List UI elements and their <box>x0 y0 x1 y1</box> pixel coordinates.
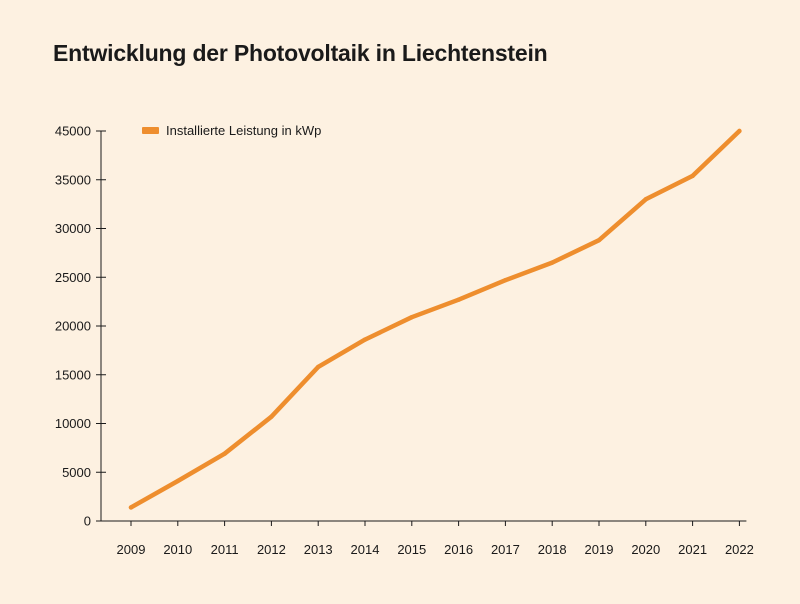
data-point <box>222 451 227 456</box>
chart-title: Entwicklung der Photovoltaik in Liechten… <box>53 40 548 66</box>
x-tick-label: 2014 <box>351 542 380 557</box>
x-tick-label: 2015 <box>397 542 426 557</box>
y-tick-label: 35000 <box>55 172 91 187</box>
x-axis: 2009 2010 2011 2012 2013 2014 2015 2016 2017 2018… <box>101 520 754 557</box>
x-tick-label: 2017 <box>491 542 520 557</box>
y-tick-label: 25000 <box>55 270 91 285</box>
y-tick-label: 30000 <box>55 221 91 236</box>
y-tick-label: 0 <box>84 514 91 529</box>
y-axis: 0 5000 10000 15000 20000 25000 30000 35000 45000 <box>55 124 106 529</box>
y-tick-label: 10000 <box>55 416 91 431</box>
x-tick-label: 2021 <box>678 542 707 557</box>
x-tick-label: 2011 <box>211 542 239 557</box>
data-point <box>690 173 695 179</box>
data-point <box>362 337 368 342</box>
data-point <box>596 238 602 243</box>
data-point <box>737 128 742 134</box>
legend-label: Installierte Leistung in kWp <box>166 123 321 138</box>
data-point <box>643 197 648 202</box>
x-tick-label: 2018 <box>538 542 567 557</box>
y-tick-label: 20000 <box>55 319 91 334</box>
y-tick-label: 5000 <box>62 465 91 480</box>
data-point <box>503 278 508 283</box>
data-point <box>456 297 461 302</box>
x-tick-label: 2019 <box>585 542 614 557</box>
x-tick-label: 2012 <box>257 542 286 557</box>
x-tick-label: 2022 <box>725 542 754 557</box>
x-tick-label: 2013 <box>304 542 333 557</box>
data-point <box>128 505 134 510</box>
x-tick-label: 2020 <box>631 542 660 557</box>
data-point <box>316 364 321 370</box>
data-point <box>409 315 414 320</box>
legend-swatch <box>142 127 159 134</box>
legend: Installierte Leistung in kWp <box>142 123 321 138</box>
x-tick-label: 2010 <box>163 542 192 557</box>
y-tick-label: 15000 <box>55 367 91 382</box>
x-tick-label: 2016 <box>444 542 473 557</box>
data-point <box>175 478 180 484</box>
series-line <box>128 128 742 510</box>
data-point <box>269 414 274 419</box>
data-point <box>550 260 555 265</box>
y-tick-label: 45000 <box>55 124 91 139</box>
plot-area <box>128 128 742 510</box>
x-tick-label: 2009 <box>117 542 146 557</box>
